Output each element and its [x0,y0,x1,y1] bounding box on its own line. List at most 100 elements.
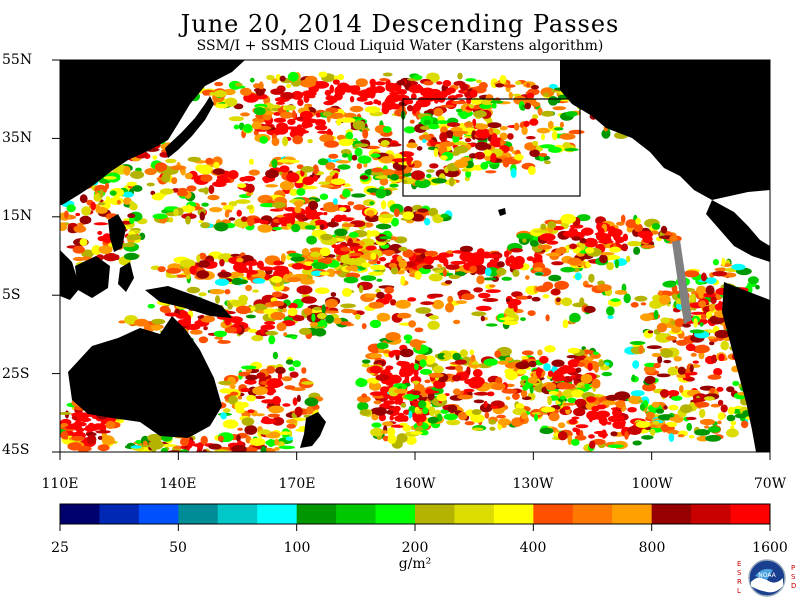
cloud-patch [142,440,148,446]
cloud-patch [415,415,420,424]
cloud-patch [101,435,115,446]
cloud-patch [651,223,661,230]
cloud-patch [256,260,264,269]
cloud-patch [376,278,383,282]
cloud-patch [543,363,551,372]
cloud-patch [652,420,660,425]
land-masses [60,60,770,452]
cloud-patch [688,434,695,439]
cloud-patch [368,382,374,390]
cloud-patch [351,193,366,198]
cloud-patch [488,419,497,425]
cloud-patch [198,252,207,260]
cloud-patch [312,164,319,175]
cloud-patch [435,120,450,124]
cloud-patch [596,404,607,410]
cloud-patch [383,100,395,111]
cloud-patch [283,332,288,337]
cloud-patch [418,134,432,141]
cloud-patch [122,191,134,198]
cloud-patch [275,282,281,287]
cloud-patch [589,440,596,449]
cloud-patch [331,112,344,118]
cloud-patch [334,172,339,179]
cloud-patch [496,267,507,276]
cloud-patch [118,320,126,324]
lon-label-140e: 140E [159,476,197,492]
cloud-patch [282,403,291,407]
cloud-patch [291,223,301,233]
cloud-patch [499,75,507,84]
cloud-patch [485,94,494,101]
cloud-patch [217,340,231,344]
cloud-patch [273,260,283,266]
cloud-patch [606,255,613,261]
cloud-patch [173,208,179,217]
colorbar-label-25: 25 [51,540,69,556]
cloud-patch [573,407,586,417]
cloud-patch [375,223,392,230]
cloud-patch [403,334,413,342]
cloud-patch [574,272,582,281]
cloud-patch [497,360,509,365]
cloud-patch [466,255,476,261]
cloud-patch [731,263,746,271]
cloud-patch [415,344,421,351]
cloud-patch [130,170,145,179]
cloud-patch [241,417,255,426]
cloud-patch [709,341,715,346]
cloud-patch [324,89,332,96]
cloud-patch [653,309,659,320]
cloud-patch [287,214,296,221]
cloud-patch [704,425,710,429]
cloud-patch [535,272,543,276]
cloud-patch [152,155,158,160]
cloud-patch [551,359,565,367]
central-america [706,200,770,262]
cloud-patch [655,333,672,343]
cloud-patch [419,359,427,368]
cloud-patch [521,350,534,356]
cloud-patch [233,103,244,110]
cloud-patch [310,212,322,217]
cloud-patch [686,422,692,432]
cloud-patch [685,372,691,379]
cloud-patch [301,296,317,304]
cloud-patch [523,120,530,127]
cloud-patch [238,371,251,377]
region-box [402,98,581,197]
cloud-patch [60,222,68,231]
cloud-patch [235,82,243,87]
cloud-patch [404,261,416,268]
cloud-patch [694,401,710,408]
lon-label-110e: 110E [41,476,79,492]
cloud-patch [740,420,749,429]
cloud-patch [382,421,394,427]
cloud-patch [329,84,335,94]
cloud-patch [373,407,387,416]
cloud-patch [660,348,674,358]
cloud-patch [299,327,312,335]
cloud-patch [509,262,524,270]
cloud-patch [97,230,103,235]
cloud-patch [296,285,313,295]
cloud-patch [453,388,461,396]
cloud-patch [710,387,715,394]
cloud-patch [475,305,492,311]
cloud-patch [479,403,493,413]
cloud-patch [312,306,322,311]
cloud-patch [264,321,276,325]
cloud-patch [286,172,300,183]
cloud-patch [338,138,354,147]
cloud-patch [560,266,576,273]
japan [165,96,214,158]
cloud-patch [150,324,162,331]
cloud-patch [284,105,297,111]
cloud-patch [148,439,164,450]
cloud-patch [426,173,432,179]
cloud-patch [470,97,483,105]
cloud-patch [520,412,528,420]
cloud-patch [514,153,524,161]
cloud-patch [515,80,522,85]
cloud-patch [282,136,289,147]
